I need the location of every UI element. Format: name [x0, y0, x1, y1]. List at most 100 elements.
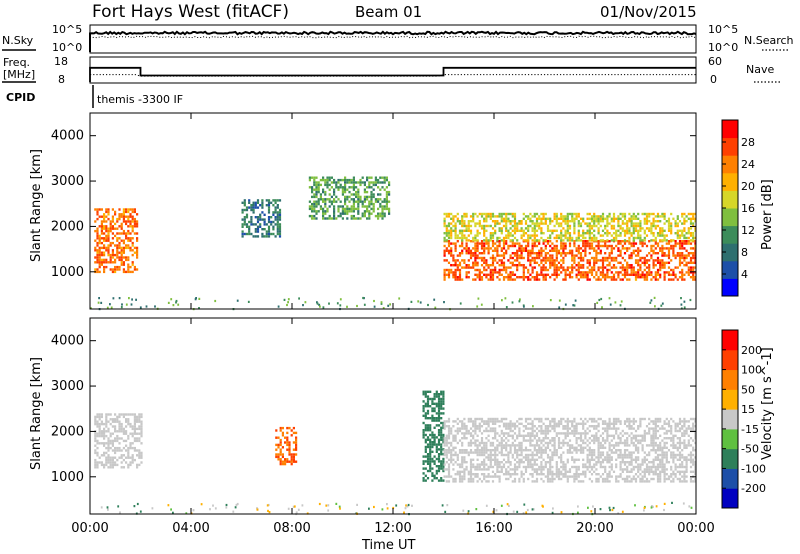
- range-gate-cell: [683, 273, 686, 276]
- range-gate-cell: [535, 458, 539, 461]
- range-gate-cell: [452, 273, 455, 276]
- range-gate-cell: [114, 437, 117, 440]
- range-gate-cell: [641, 256, 644, 260]
- range-gate-cell: [426, 417, 430, 420]
- range-gate-cell: [588, 264, 591, 267]
- range-gate-cell: [435, 472, 438, 475]
- range-gate-cell: [612, 220, 616, 223]
- range-gate-cell: [311, 195, 314, 199]
- range-gate-cell: [687, 242, 690, 245]
- range-gate-cell: [685, 236, 688, 240]
- range-gate-cell: [593, 417, 596, 421]
- range-gate-cell: [516, 266, 519, 269]
- range-gate-cell: [557, 432, 561, 435]
- range-gate-cell: [520, 249, 523, 252]
- range-gate-cell: [116, 244, 119, 247]
- range-gate-cell: [502, 264, 506, 267]
- range-gate-cell: [456, 217, 459, 220]
- range-gate-cell: [513, 427, 517, 430]
- range-gate-cell: [538, 473, 541, 476]
- range-gate-cell: [582, 217, 585, 220]
- range-gate-cell: [529, 449, 532, 452]
- range-gate-cell: [586, 456, 589, 459]
- range-gate-cell: [518, 477, 521, 481]
- range-gate-cell: [328, 214, 331, 218]
- range-gate-cell: [509, 475, 512, 478]
- range-gate-cell: [339, 212, 342, 215]
- range-gate-cell: [433, 419, 436, 422]
- range-gate-cell: [383, 198, 386, 201]
- range-gate-cell: [372, 205, 375, 208]
- range-gate-cell: [524, 439, 528, 442]
- range-gate-cell: [256, 230, 260, 233]
- range-gate-cell: [520, 444, 523, 447]
- range-gate-cell: [568, 273, 572, 276]
- range-gate-cell: [626, 224, 629, 228]
- range-gate-cell: [593, 276, 596, 279]
- range-gate-cell: [458, 427, 462, 430]
- range-gate-cell: [502, 247, 506, 250]
- range-gate-cell: [522, 278, 525, 281]
- range-gate-cell: [458, 463, 462, 466]
- range-gate-cell: [654, 451, 657, 454]
- range-gate-cell: [443, 254, 446, 257]
- range-gate-cell: [645, 432, 649, 435]
- range-gate-cell: [480, 432, 484, 435]
- range-gate-cell: [96, 439, 99, 443]
- range-gate-cell: [630, 220, 633, 223]
- range-gate-cell: [94, 422, 97, 426]
- range-gate-cell: [626, 278, 629, 281]
- range-gate-cell: [116, 449, 119, 452]
- range-gate-cell: [538, 439, 541, 442]
- range-gate-cell: [507, 236, 510, 240]
- range-gate-cell: [540, 249, 543, 252]
- range-gate-cell: [689, 271, 693, 274]
- range-gate-cell: [588, 261, 591, 264]
- colorbar-swatch: [722, 172, 738, 191]
- range-gate-cell: [100, 420, 103, 423]
- range-gate-cell: [487, 429, 490, 433]
- range-gate-cell: [458, 477, 462, 481]
- range-gate-cell: [692, 215, 695, 218]
- range-gate-cell: [597, 244, 600, 248]
- range-gate-cell: [456, 264, 459, 267]
- range-gate-cell: [590, 247, 594, 250]
- range-gate-cell: [557, 446, 561, 449]
- range-gate-cell: [489, 224, 492, 228]
- range-gate-cell: [429, 426, 432, 429]
- range-gate-cell: [619, 217, 622, 220]
- range-gate-cell: [366, 205, 369, 208]
- range-gate-cell: [549, 477, 552, 481]
- range-gate-cell: [355, 207, 358, 211]
- range-gate-cell: [531, 427, 534, 430]
- range-gate-cell: [522, 234, 525, 237]
- range-gate-cell: [385, 190, 388, 194]
- range-gate-cell: [599, 249, 602, 252]
- range-gate-cell: [368, 195, 371, 199]
- range-gate-cell: [650, 470, 653, 473]
- range-gate-cell: [496, 446, 499, 449]
- range-gate-cell: [623, 468, 627, 471]
- range-gate-cell: [136, 466, 139, 469]
- range-gate-cell: [564, 234, 567, 237]
- range-gate-cell: [612, 470, 616, 473]
- range-gate-cell: [120, 437, 123, 440]
- range-gate-cell: [279, 453, 282, 456]
- range-gate-cell: [566, 480, 569, 483]
- range-gate-cell: [527, 244, 530, 248]
- range-gate-cell: [520, 461, 523, 464]
- range-gate-cell: [535, 271, 539, 274]
- range-gate-cell: [474, 244, 477, 248]
- range-gate-cell: [650, 441, 653, 445]
- range-gate-cell: [319, 198, 322, 201]
- range-gate-cell: [586, 427, 589, 430]
- range-gate-cell: [500, 249, 503, 252]
- range-gate-cell: [582, 271, 585, 274]
- range-gate-cell: [362, 296, 364, 300]
- range-gate-cell: [122, 432, 125, 435]
- range-gate-cell: [136, 418, 139, 421]
- range-gate-cell: [674, 232, 677, 235]
- range-gate-cell: [522, 249, 525, 252]
- range-gate-cell: [107, 466, 110, 469]
- range-gate-cell: [502, 244, 506, 248]
